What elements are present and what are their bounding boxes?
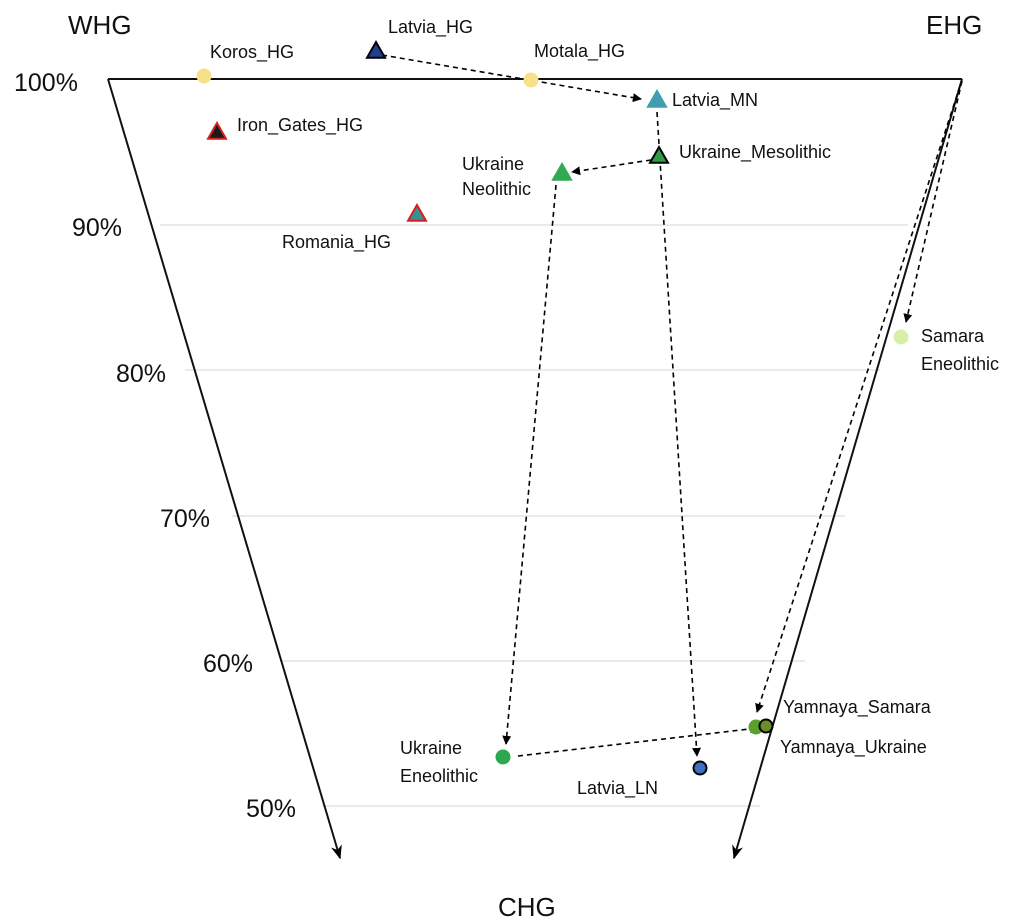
y-tick-label: 90% <box>72 214 122 242</box>
marker-yam_ukr <box>758 718 774 734</box>
label-samara_e: Samara Eneolithic <box>921 326 999 374</box>
label-ukr_neo: Ukraine Neolithic <box>462 154 531 199</box>
marker-iron <box>206 120 228 140</box>
label-romania: Romania_HG <box>282 232 391 253</box>
label-line: Neolithic <box>462 179 531 199</box>
arrow-latvia_hg-to-latvia_mn <box>381 54 642 103</box>
y-tick-label: 50% <box>246 795 296 823</box>
label-line: Ukraine_Mesolithic <box>679 142 831 163</box>
label-koros: Koros_HG <box>210 42 294 63</box>
label-line: Eneolithic <box>921 354 999 374</box>
label-line: Latvia_HG <box>388 17 473 38</box>
label-latvia_mn: Latvia_MN <box>672 90 758 111</box>
left-axis <box>107 78 342 860</box>
label-yam_ukr: Yamnaya_Ukraine <box>780 737 927 758</box>
label-line: Iron_Gates_HG <box>237 115 363 136</box>
label-latvia_hg: Latvia_HG <box>388 17 473 38</box>
population-markers <box>196 39 909 776</box>
label-line: Ukraine <box>400 738 462 758</box>
label-line: Motala_HG <box>534 41 625 62</box>
marker-ukr_meso <box>648 144 670 164</box>
gridlines <box>160 224 908 807</box>
arrow-ukr_meso-to-ukr_neo <box>571 159 652 176</box>
corner-label-ehg: EHG <box>926 10 982 40</box>
arrow-ukr_eneo-to-yam_ukr <box>517 724 759 757</box>
y-tick-labels: 100% 90% 80% 70% 60% 50% <box>14 69 296 823</box>
arrow-ehg_corner-to-samara_e <box>903 80 963 323</box>
marker-ukr_neo <box>551 161 573 181</box>
label-yam_samara: Yamnaya_Samara <box>783 697 932 718</box>
y-tick-label: 80% <box>116 360 166 388</box>
marker-motala <box>523 72 539 88</box>
label-line: Samara <box>921 326 985 346</box>
y-tick-label: 60% <box>203 650 253 678</box>
marker-latvia_ln <box>692 760 708 776</box>
label-ukr_meso: Ukraine_Mesolithic <box>679 142 831 163</box>
marker-romania <box>406 202 428 222</box>
y-tick-label: 70% <box>160 505 210 533</box>
label-iron: Iron_Gates_HG <box>237 115 363 136</box>
migration-arrows <box>381 54 963 757</box>
label-line: Ukraine <box>462 154 524 174</box>
marker-samara_e <box>893 329 909 345</box>
label-line: Yamnaya_Ukraine <box>780 737 927 758</box>
label-latvia_ln: Latvia_LN <box>577 778 658 799</box>
arrow-latvia_mn-to-latvia_ln <box>656 111 701 757</box>
label-ukr_eneo: Ukraine Eneolithic <box>400 738 478 786</box>
marker-ukr_eneo <box>495 749 511 765</box>
label-line: Yamnaya_Samara <box>783 697 932 718</box>
marker-koros <box>196 68 212 84</box>
label-line: Latvia_LN <box>577 778 658 799</box>
marker-latvia_mn <box>646 88 668 108</box>
corner-label-whg: WHG <box>68 10 132 40</box>
label-line: Latvia_MN <box>672 90 758 111</box>
population-labels: Koros_HG Latvia_HG Motala_HG Iron_Gates_HG L… <box>210 17 999 799</box>
arrow-ukr_neo-to-ukr_eneo <box>502 184 557 745</box>
marker-latvia_hg <box>365 39 387 59</box>
label-line: Romania_HG <box>282 232 391 253</box>
label-line: Koros_HG <box>210 42 294 63</box>
corner-label-chg: CHG <box>498 892 556 922</box>
y-tick-label: 100% <box>14 69 78 97</box>
arrow-ehg_corner-to-yam_samara <box>755 85 961 713</box>
label-line: Eneolithic <box>400 766 478 786</box>
label-motala: Motala_HG <box>534 41 625 62</box>
